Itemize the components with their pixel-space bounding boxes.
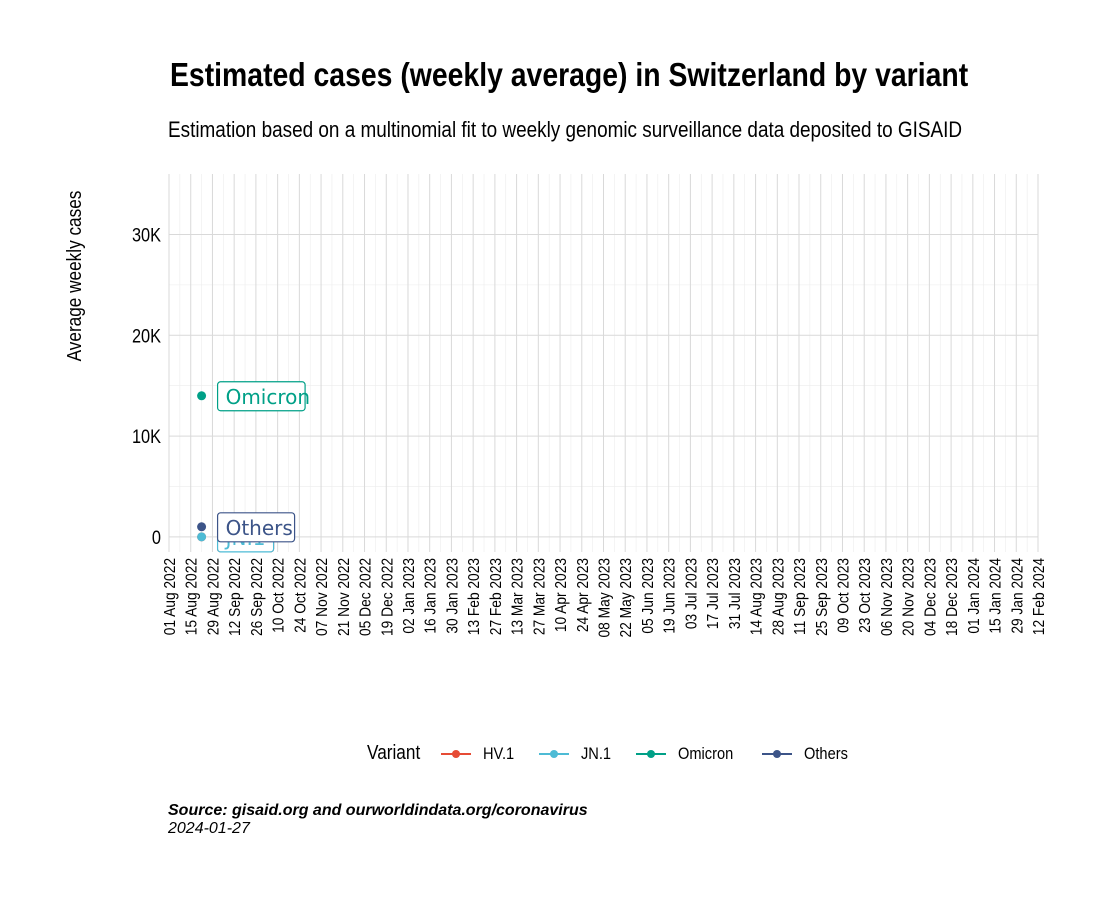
data-label-box-omicron: [216, 381, 306, 412]
x-tick-label: 22 May 2023: [617, 558, 635, 637]
x-tick-label: 12 Sep 2022: [226, 558, 244, 636]
x-tick-label: 27 Feb 2023: [487, 558, 505, 635]
x-tick-label: 15 Aug 2022: [183, 558, 201, 635]
y-tick-label: 10K: [132, 426, 161, 447]
legend-item-jn1: JN.1: [539, 744, 616, 764]
chart-area: 01 Aug 2022 15 Aug 2022 29 Aug 2022 12 Sep …: [63, 174, 1048, 637]
x-tick-label: 14 Aug 2023: [748, 558, 766, 635]
x-tick-label: 12 Feb 2024: [1030, 558, 1048, 635]
x-tick-label: 01 Jan 2024: [965, 558, 983, 634]
x-tick-label: 19 Dec 2022: [378, 558, 396, 636]
x-tick-label: 25 Sep 2023: [813, 558, 831, 636]
x-tick-label: 21 Nov 2022: [335, 558, 353, 636]
x-tick-label: 23 Oct 2023: [856, 558, 874, 633]
x-tick-label: 06 Nov 2023: [878, 558, 896, 636]
x-tick-label: 27 Mar 2023: [530, 558, 548, 635]
x-tick-label: 29 Aug 2022: [205, 558, 223, 635]
caption: Source: gisaid.org and ourworldindata.or…: [168, 802, 588, 838]
x-tick-label: 11 Sep 2023: [791, 558, 809, 635]
x-tick-label: 05 Jun 2023: [639, 558, 657, 634]
y-tick-label: 0: [152, 527, 161, 548]
legend-key-hv1: [440, 746, 471, 762]
x-tick-label: 07 Nov 2022: [313, 558, 331, 636]
x-tick-label: 18 Dec 2023: [943, 558, 961, 636]
x-tick-label: 01 Aug 2022: [161, 558, 179, 635]
x-tick-label: 20 Nov 2023: [900, 558, 918, 636]
x-tick-label: 02 Jan 2023: [400, 558, 418, 634]
x-tick-label: 13 Feb 2023: [465, 558, 483, 635]
legend-key-omicron: [636, 746, 667, 762]
y-tick-label: 20K: [132, 325, 161, 346]
x-tick-label: 16 Jan 2023: [422, 558, 440, 634]
data-point-jn1: [197, 532, 207, 542]
x-tick-label: 05 Dec 2022: [357, 558, 375, 636]
legend-key-jn1: [539, 746, 570, 762]
legend-item-omicron: Omicron: [636, 744, 742, 764]
x-tick-label: 24 Apr 2023: [574, 558, 592, 632]
x-tick-label: 17 Jul 2023: [704, 558, 722, 629]
data-label-others: Others: [226, 516, 293, 540]
legend-item-others: Others: [762, 744, 855, 764]
data-point-others: [197, 522, 207, 532]
x-tick-label: 08 May 2023: [596, 558, 614, 637]
x-tick-label: 30 Jan 2023: [443, 558, 461, 634]
data-label-omicron: Omicron: [226, 385, 310, 409]
x-tick-label: 29 Jan 2024: [1008, 558, 1026, 634]
x-tick-label: 13 Mar 2023: [509, 558, 527, 635]
chart-title: Estimated cases (weekly average) in Swit…: [170, 56, 969, 93]
legend-key-others: [762, 746, 793, 762]
data-label-box-others: [216, 512, 296, 543]
data-point-omicron: [197, 391, 207, 401]
x-tick-label: 10 Apr 2023: [552, 558, 570, 632]
x-tick-label: 09 Oct 2023: [835, 558, 853, 633]
legend: Variant HV.1 JN.1 Omicron Others: [367, 742, 875, 765]
x-tick-label: 28 Aug 2023: [769, 558, 787, 635]
chart-subtitle: Estimation based on a multinomial fit to…: [168, 117, 962, 142]
y-tick-label: 30K: [132, 224, 161, 245]
caption-source: Source: gisaid.org and ourworldindata.or…: [168, 802, 588, 819]
y-axis-title: Average weekly cases: [63, 191, 86, 362]
x-tick-label: 04 Dec 2023: [921, 558, 939, 636]
x-tick-label: 15 Jan 2024: [987, 558, 1005, 634]
x-tick-label: 19 Jun 2023: [661, 558, 679, 634]
legend-label-omicron: Omicron: [678, 743, 734, 763]
x-tick-label: 24 Oct 2022: [291, 558, 309, 633]
x-tick-label: 26 Sep 2022: [248, 558, 266, 636]
x-tick-label: 10 Oct 2022: [270, 558, 288, 633]
legend-label-jn1: JN.1: [581, 743, 612, 763]
legend-label-hv1: HV.1: [482, 743, 515, 763]
caption-date: 2024-01-27: [168, 820, 250, 837]
x-tick-label: 03 Jul 2023: [682, 558, 700, 629]
legend-item-hv1: HV.1: [440, 743, 519, 764]
legend-title: Variant: [367, 742, 421, 764]
legend-label-others: Others: [804, 743, 849, 763]
x-tick-label: 31 Jul 2023: [726, 558, 744, 629]
